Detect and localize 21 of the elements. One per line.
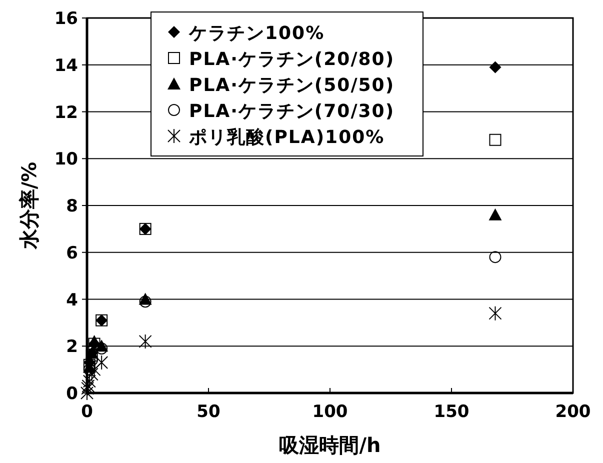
x-tick-label: 200 bbox=[555, 402, 591, 422]
y-axis-title: 水分率/% bbox=[17, 162, 41, 250]
y-tick-label: 2 bbox=[66, 337, 78, 358]
y-tick-label: 4 bbox=[66, 290, 78, 310]
y-tick-label: 12 bbox=[54, 102, 78, 123]
x-tick-label: 100 bbox=[312, 402, 348, 422]
x-tick-label: 150 bbox=[434, 402, 470, 422]
x-tick-label: 0 bbox=[81, 402, 94, 422]
y-tick-label: 6 bbox=[66, 243, 78, 264]
legend-label: PLA·ケラチン(50/50) bbox=[189, 75, 395, 96]
x-tick-label: 50 bbox=[196, 402, 220, 422]
legend-label: PLA·ケラチン(70/30) bbox=[189, 101, 395, 122]
legend-label: PLA·ケラチン(20/80) bbox=[189, 49, 395, 70]
y-tick-label: 8 bbox=[66, 196, 78, 216]
y-tick-label: 10 bbox=[54, 150, 78, 170]
y-tick-label: 14 bbox=[54, 56, 78, 76]
y-tick-label: 0 bbox=[66, 384, 78, 404]
y-tick-label: 16 bbox=[54, 9, 78, 29]
legend-label: ケラチン100% bbox=[188, 23, 325, 44]
legend-label: ポリ乳酸(PLA)100% bbox=[188, 127, 385, 148]
x-axis-title: 吸湿時間/h bbox=[279, 433, 381, 457]
